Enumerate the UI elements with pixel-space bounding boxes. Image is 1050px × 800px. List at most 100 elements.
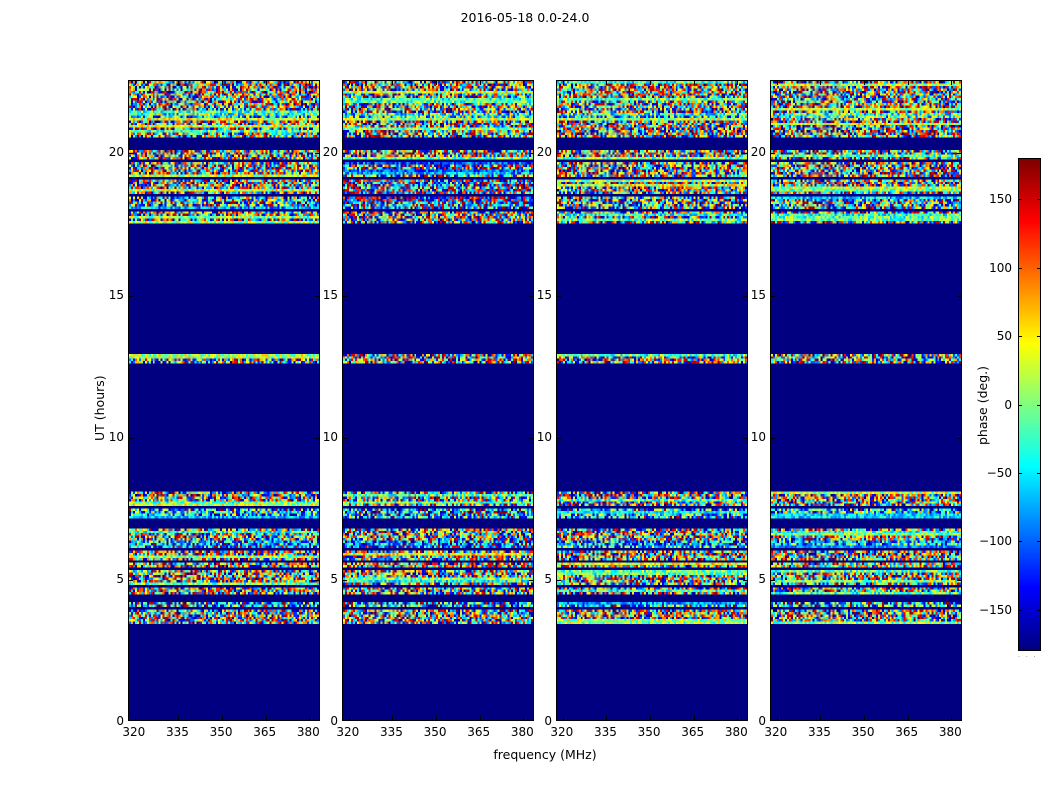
y-tick-label: 0: [544, 714, 552, 728]
x-tick-mark: [907, 716, 909, 720]
x-tick-label: 320: [122, 725, 146, 739]
figure-suptitle: 2016-05-18 0.0-24.0: [460, 10, 590, 25]
y-tick-label: 10: [108, 429, 124, 444]
x-tick-mark: [265, 716, 267, 720]
colorbar-tick-mark: [1018, 609, 1022, 611]
y-tick-mark: [529, 437, 533, 439]
colorbar-under-marker: · · · · ·: [1018, 654, 1038, 659]
x-tick-label: 380: [296, 725, 320, 739]
y-tick-label: 5: [116, 571, 124, 586]
y-tick-label: 10: [750, 429, 766, 444]
colorbar-tick-mark: [1018, 404, 1022, 406]
x-tick-mark: [907, 81, 909, 85]
colorbar-tick-mark: [1037, 199, 1041, 201]
x-tick-mark: [864, 81, 866, 85]
y-tick-mark: [957, 437, 961, 439]
y-tick-mark: [771, 295, 775, 297]
x-tick-label: 365: [681, 725, 705, 739]
y-tick-label: 10: [322, 429, 338, 444]
y-tick-label: 15: [750, 287, 766, 302]
y-tick-mark: [343, 153, 347, 155]
x-tick-mark: [392, 81, 394, 85]
x-tick-label: 365: [467, 725, 491, 739]
x-tick-mark: [134, 716, 136, 720]
x-tick-label: 335: [166, 725, 189, 739]
plot-panel-yy[interactable]: YY, BL V4*V8: [342, 80, 534, 721]
x-tick-label: 380: [510, 725, 534, 739]
y-tick-mark: [129, 579, 133, 581]
colorbar-tick-mark: [1037, 404, 1041, 406]
colorbar-tick-mark: [1018, 336, 1022, 338]
y-tick-mark: [315, 437, 319, 439]
x-tick-mark: [737, 81, 739, 85]
y-tick-mark: [957, 295, 961, 297]
colorbar-tick-label: 0: [1004, 397, 1012, 412]
x-axis-label: frequency (MHz): [493, 747, 597, 762]
y-tick-mark: [529, 579, 533, 581]
y-tick-mark: [343, 295, 347, 297]
x-tick-label: 380: [938, 725, 962, 739]
y-tick-label: 10: [536, 429, 552, 444]
x-tick-mark: [693, 716, 695, 720]
y-tick-mark: [343, 579, 347, 581]
colorbar-tick-label: 100: [989, 260, 1012, 275]
heatmap-image-xx: [129, 81, 319, 720]
x-tick-mark: [222, 81, 224, 85]
y-tick-label: 0: [758, 714, 766, 728]
x-tick-label: 335: [808, 725, 831, 739]
y-tick-label: 0: [116, 714, 124, 728]
colorbar-tick-mark: [1018, 472, 1022, 474]
colorbar-tick-mark: [1018, 199, 1022, 201]
colorbar-tick-label: −150: [979, 602, 1012, 617]
colorbar-tick-label: −50: [986, 465, 1012, 480]
x-tick-label: 335: [594, 725, 617, 739]
y-tick-label: 15: [322, 287, 338, 302]
y-tick-mark: [529, 153, 533, 155]
y-tick-mark: [557, 153, 561, 155]
y-tick-mark: [129, 153, 133, 155]
y-tick-mark: [771, 579, 775, 581]
x-tick-mark: [178, 716, 180, 720]
y-tick-mark: [529, 295, 533, 297]
x-tick-mark: [222, 716, 224, 720]
x-tick-label: 365: [895, 725, 919, 739]
x-tick-mark: [134, 81, 136, 85]
x-tick-label: 320: [764, 725, 788, 739]
y-axis-label: UT (hours): [92, 374, 107, 441]
x-tick-mark: [951, 716, 953, 720]
colorbar-tick-label: 50: [996, 329, 1012, 344]
plot-panel-xx[interactable]: XX, BL V4*V8: [128, 80, 320, 721]
colorbar-tick-mark: [1018, 541, 1022, 543]
y-tick-mark: [129, 295, 133, 297]
x-tick-label: 350: [637, 725, 661, 739]
x-tick-mark: [606, 81, 608, 85]
x-tick-mark: [776, 81, 778, 85]
y-tick-mark: [771, 153, 775, 155]
colorbar-label: phase (deg.): [975, 365, 990, 445]
heatmap-image-xy: [557, 81, 747, 720]
y-tick-mark: [343, 437, 347, 439]
x-tick-mark: [820, 716, 822, 720]
y-tick-label: 20: [750, 145, 766, 160]
x-tick-mark: [309, 81, 311, 85]
x-tick-mark: [776, 716, 778, 720]
y-tick-mark: [557, 579, 561, 581]
x-tick-label: 320: [336, 725, 360, 739]
x-tick-mark: [606, 716, 608, 720]
x-tick-mark: [436, 81, 438, 85]
x-tick-mark: [348, 81, 350, 85]
colorbar-tick-mark: [1037, 472, 1041, 474]
heatmap-image-yy: [343, 81, 533, 720]
x-tick-mark: [820, 81, 822, 85]
y-tick-label: 20: [322, 145, 338, 160]
plot-panel-xy[interactable]: XY, BL V4*V8: [556, 80, 748, 721]
y-tick-mark: [957, 153, 961, 155]
plot-panel-yx[interactable]: YX, BL V4*V8: [770, 80, 962, 721]
x-tick-mark: [562, 81, 564, 85]
heatmap-image-yx: [771, 81, 961, 720]
y-tick-mark: [315, 153, 319, 155]
y-tick-label: 20: [108, 145, 124, 160]
x-tick-label: 380: [724, 725, 748, 739]
x-tick-mark: [523, 81, 525, 85]
